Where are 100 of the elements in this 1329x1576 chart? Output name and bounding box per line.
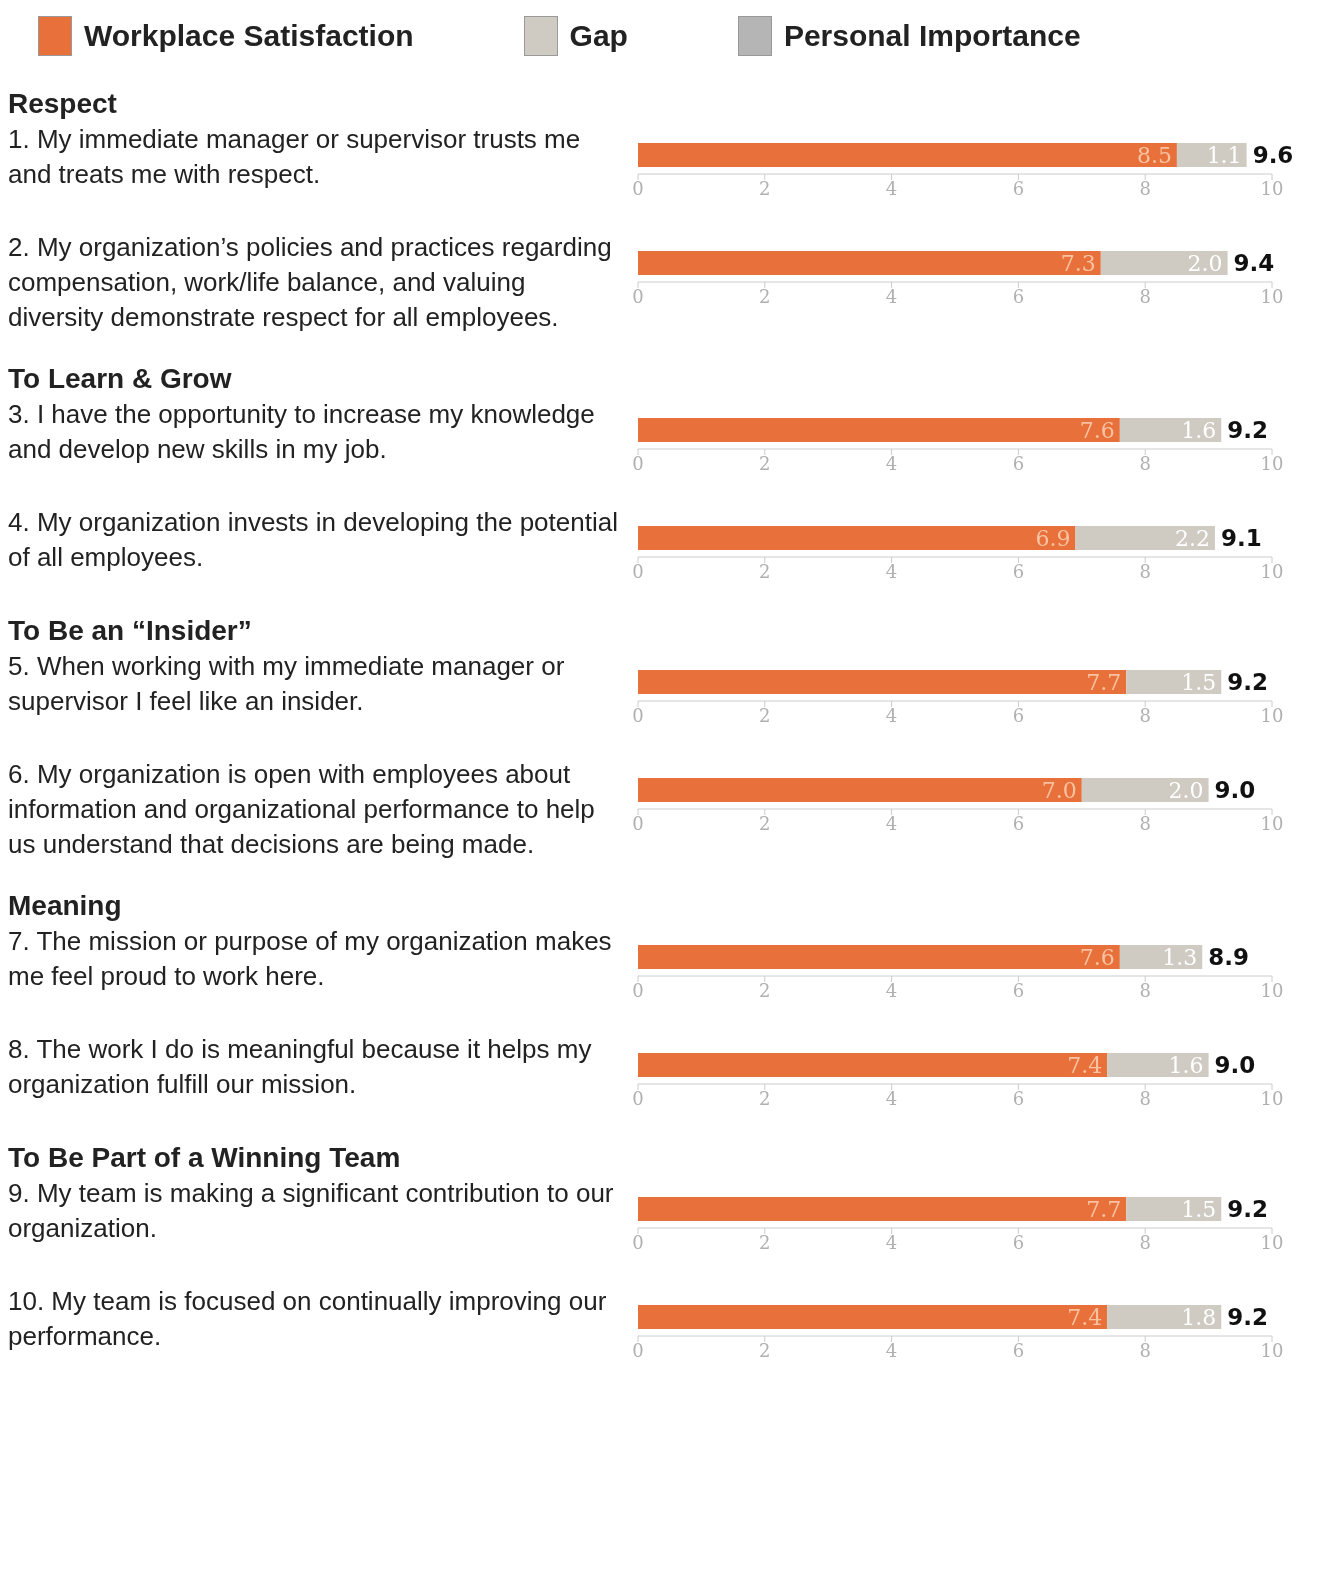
x-tick-label: 2	[759, 452, 771, 474]
y-tick-label: 5. When working with my immediate manager or supervisor I feel like an insider.	[8, 650, 566, 718]
data-label: 1.3	[1162, 944, 1198, 970]
x-tick-label: 4	[885, 560, 898, 582]
y-tick-label: 3. I have the opportunity to increase my knowledge and develop new skills in my job.	[8, 398, 596, 466]
x-tick-label: 6	[1012, 1087, 1025, 1109]
text: To Be Part of a Winning Team	[8, 1141, 402, 1175]
x-tick-label: 2	[759, 1231, 771, 1253]
x-tick-label: 6	[1012, 812, 1025, 834]
data-label: 7.4	[1067, 1052, 1103, 1078]
x-tick-label: 4	[885, 1339, 898, 1361]
legend-label: Workplace Satisfaction	[84, 19, 414, 53]
total-label: 9.4	[1233, 250, 1275, 277]
data-label: 2.0	[1168, 777, 1204, 803]
x-tick-label: 0	[632, 1339, 644, 1361]
x-tick-label: 4	[885, 1087, 898, 1109]
x-tick-label: 8	[1139, 1087, 1151, 1109]
x-tick-label: 4	[885, 452, 898, 474]
data-label: 7.6	[1079, 944, 1115, 970]
x-tick-label: 4	[885, 177, 898, 199]
total-label: 8.9	[1208, 944, 1250, 971]
total-label: 9.2	[1227, 1196, 1269, 1223]
x-tick-label: 8	[1139, 1231, 1151, 1253]
x-tick-label: 8	[1139, 177, 1151, 199]
data-label: 7.6	[1079, 417, 1115, 443]
x-tick-label: 8	[1139, 285, 1151, 307]
x-tick-label: 2	[759, 704, 771, 726]
x-tick-label: 0	[632, 979, 644, 1001]
data-label: 7.7	[1086, 669, 1122, 695]
data-label: 1.6	[1181, 417, 1217, 443]
x-tick-label: 0	[632, 1087, 644, 1109]
x-tick-label: 2	[759, 979, 771, 1001]
data-label: 7.7	[1086, 1196, 1122, 1222]
text: Respect	[8, 87, 118, 121]
y-tick-label: 10. My team is focused on continually improving our performance.	[8, 1285, 608, 1353]
x-tick-label: 2	[759, 812, 771, 834]
text: To Be an “Insider”	[8, 614, 253, 648]
x-tick-label: 10	[1260, 704, 1284, 726]
x-tick-label: 6	[1012, 177, 1025, 199]
data-label: 2.0	[1187, 250, 1223, 276]
data-label: 7.4	[1067, 1304, 1103, 1330]
y-tick-label: 8. The work I do is meaningful because it helps my organization fulfill our mission.	[8, 1033, 593, 1101]
x-tick-label: 8	[1139, 704, 1151, 726]
x-tick-label: 4	[885, 704, 898, 726]
x-tick-label: 8	[1139, 560, 1151, 582]
x-tick-label: 0	[632, 560, 644, 582]
legend-label: Gap	[569, 19, 628, 53]
text: Meaning	[8, 889, 123, 923]
x-tick-label: 0	[632, 452, 644, 474]
data-label: 1.8	[1181, 1304, 1217, 1330]
data-label: 6.9	[1035, 525, 1071, 551]
text: To Learn & Grow	[8, 362, 233, 396]
y-tick-label: 9. My team is making a significant contribution to our organization.	[8, 1177, 615, 1245]
x-tick-label: 10	[1260, 979, 1284, 1001]
x-tick-label: 8	[1139, 1339, 1151, 1361]
x-tick-label: 0	[632, 1231, 644, 1253]
data-label: 1.5	[1181, 1196, 1217, 1222]
x-tick-label: 2	[759, 177, 771, 199]
x-tick-label: 8	[1139, 452, 1151, 474]
total-label: 9.0	[1214, 1052, 1256, 1079]
x-tick-label: 10	[1260, 1339, 1284, 1361]
x-tick-label: 10	[1260, 1087, 1284, 1109]
x-tick-label: 8	[1139, 812, 1151, 834]
x-tick-label: 8	[1139, 979, 1151, 1001]
y-tick-label: 6. My organization is open with employees about information and organizational performance to help us understand that decisions are being made.	[8, 758, 596, 861]
total-label: 9.2	[1227, 1304, 1269, 1331]
legend-label: Personal Importance	[783, 19, 1081, 53]
x-tick-label: 10	[1260, 812, 1284, 834]
x-tick-label: 2	[759, 285, 771, 307]
x-tick-label: 10	[1260, 452, 1284, 474]
data-label: 2.2	[1174, 525, 1210, 551]
x-tick-label: 6	[1012, 285, 1025, 307]
data-label: 1.5	[1181, 669, 1217, 695]
x-tick-label: 6	[1012, 1231, 1025, 1253]
data-label: 7.3	[1060, 250, 1096, 276]
x-tick-label: 0	[632, 812, 644, 834]
x-tick-label: 6	[1012, 1339, 1025, 1361]
x-tick-label: 10	[1260, 285, 1284, 307]
y-tick-label: 1. My immediate manager or supervisor trusts me and treats me with respect.	[8, 123, 582, 191]
x-tick-label: 4	[885, 1231, 898, 1253]
x-tick-label: 0	[632, 704, 644, 726]
x-tick-label: 6	[1012, 452, 1025, 474]
x-tick-label: 4	[885, 979, 898, 1001]
data-label: 1.1	[1206, 142, 1242, 168]
x-tick-label: 2	[759, 1087, 771, 1109]
data-label: 8.5	[1136, 142, 1172, 168]
x-tick-label: 0	[632, 177, 644, 199]
x-tick-label: 4	[885, 812, 898, 834]
x-tick-label: 4	[885, 285, 898, 307]
x-tick-label: 2	[759, 1339, 771, 1361]
x-tick-label: 6	[1012, 979, 1025, 1001]
x-tick-label: 6	[1012, 560, 1025, 582]
x-tick-label: 6	[1012, 704, 1025, 726]
total-label: 9.2	[1227, 417, 1269, 444]
total-label: 9.6	[1252, 142, 1294, 169]
data-label: 1.6	[1168, 1052, 1204, 1078]
y-tick-label: 7. The mission or purpose of my organization makes me feel proud to work here.	[8, 925, 613, 993]
total-label: 9.0	[1214, 777, 1256, 804]
total-label: 9.1	[1220, 525, 1262, 552]
x-tick-label: 0	[632, 285, 644, 307]
